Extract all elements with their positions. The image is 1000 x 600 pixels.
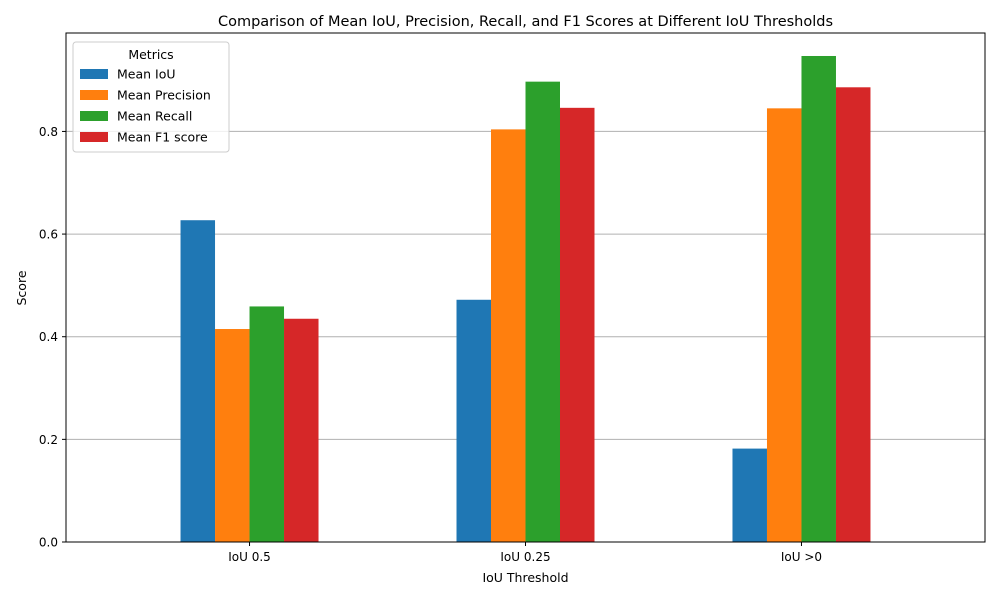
x-axis-label: IoU Threshold xyxy=(482,570,568,585)
bar xyxy=(559,107,595,542)
legend-entry: Mean IoU xyxy=(117,67,176,82)
x-tick-label: IoU 0.25 xyxy=(500,550,550,564)
y-axis-label: Score xyxy=(14,270,29,305)
legend-swatch xyxy=(80,90,108,100)
legend-box xyxy=(72,41,230,153)
bar xyxy=(732,448,767,542)
y-axis: 0.0 0.2 0.4 0.6 0.8 xyxy=(39,125,66,550)
x-tick-label: IoU 0.5 xyxy=(228,550,271,564)
legend-swatch xyxy=(80,69,108,79)
legend-entry: Mean Recall xyxy=(117,109,192,124)
y-tick-label: 0.0 xyxy=(39,536,58,550)
legend-entry: Mean F1 score xyxy=(117,130,208,145)
bar xyxy=(249,306,285,542)
legend-title: Metrics xyxy=(128,47,173,62)
x-tick-label: IoU >0 xyxy=(781,550,822,564)
bar xyxy=(835,87,871,543)
bar xyxy=(284,318,319,542)
bar xyxy=(491,129,526,542)
bar xyxy=(766,108,802,542)
bars xyxy=(180,55,871,543)
legend-swatch xyxy=(80,111,108,121)
bar xyxy=(215,329,250,542)
x-axis: IoU 0.5 IoU 0.25 IoU >0 xyxy=(228,542,822,564)
y-tick-label: 0.4 xyxy=(39,330,58,344)
bar xyxy=(801,55,836,543)
legend-entry: Mean Precision xyxy=(117,88,211,103)
chart-title: Comparison of Mean IoU, Precision, Recal… xyxy=(218,14,833,30)
legend-swatch xyxy=(80,132,108,142)
bar xyxy=(456,299,492,542)
legend: Metrics Mean IoU Mean Precision Mean Recal… xyxy=(72,41,230,153)
bar xyxy=(180,220,216,542)
y-tick-label: 0.6 xyxy=(39,228,58,242)
y-tick-label: 0.2 xyxy=(39,433,58,447)
y-tick-label: 0.8 xyxy=(39,125,58,139)
bar xyxy=(525,81,560,542)
